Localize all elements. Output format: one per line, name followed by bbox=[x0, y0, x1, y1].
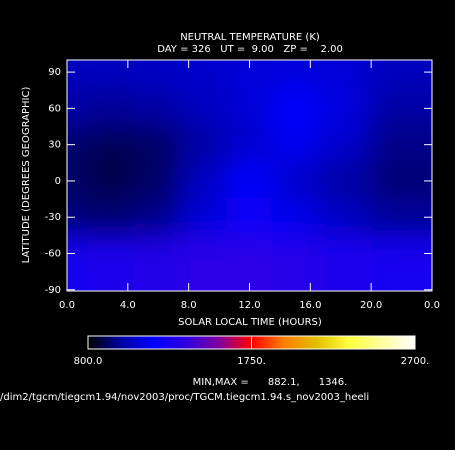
heatmap bbox=[67, 60, 432, 291]
y-tick-label: 0 bbox=[55, 176, 61, 187]
x-tick-label: 0.0 bbox=[424, 300, 440, 311]
heat-cell bbox=[225, 125, 274, 164]
min-max-annotation: MIN,MAX = 882.1, 1346. bbox=[193, 377, 348, 388]
x-tick-label: 4.0 bbox=[120, 300, 136, 311]
y-axis-label: LATITUDE (DEGREES GEOGRAPHIC) bbox=[21, 87, 32, 264]
heat-cell bbox=[372, 239, 432, 291]
heat-cell bbox=[271, 125, 319, 164]
footer-path: /dim2/tgcm/tiegcm1.94/nov2003/proc/TGCM.… bbox=[0, 392, 369, 403]
heat-cell bbox=[180, 89, 228, 128]
heat-cell bbox=[316, 161, 365, 201]
x-axis-label: SOLAR LOCAL TIME (HOURS) bbox=[178, 317, 322, 328]
x-tick-label: 12.0 bbox=[238, 300, 260, 311]
heatmap-cells bbox=[67, 60, 432, 291]
heat-cell bbox=[271, 198, 319, 237]
heat-cell bbox=[88, 125, 137, 164]
heat-cell bbox=[134, 198, 183, 237]
heat-cell bbox=[316, 125, 365, 164]
heat-cell bbox=[88, 198, 137, 237]
heat-cell bbox=[180, 125, 228, 164]
y-tick-label: 30 bbox=[48, 140, 61, 151]
heat-cell bbox=[372, 198, 432, 237]
heat-cell bbox=[88, 239, 137, 291]
heat-cell bbox=[134, 89, 183, 128]
x-tick-label: 16.0 bbox=[299, 300, 321, 311]
heat-cell bbox=[225, 198, 274, 237]
heat-cell bbox=[372, 161, 432, 201]
x-tick-label: 8.0 bbox=[181, 300, 197, 311]
colorbar-tick-label: 2700. bbox=[401, 356, 430, 367]
heat-cell bbox=[372, 89, 432, 128]
heat-cell bbox=[271, 161, 319, 201]
heat-cell bbox=[180, 239, 228, 291]
heat-cell bbox=[180, 198, 228, 237]
heat-cell bbox=[316, 89, 365, 128]
heat-cell bbox=[134, 161, 183, 201]
chart-title: NEUTRAL TEMPERATURE (K) bbox=[180, 32, 320, 43]
chart-subtitle: DAY = 326 UT = 9.00 ZP = 2.00 bbox=[157, 44, 343, 55]
y-tick-label: -90 bbox=[45, 285, 61, 296]
heat-cell bbox=[225, 239, 274, 291]
heat-cell bbox=[225, 161, 274, 201]
heat-cell bbox=[180, 161, 228, 201]
heat-cell bbox=[88, 161, 137, 201]
y-tick-label: -60 bbox=[45, 249, 61, 260]
heat-cell bbox=[134, 239, 183, 291]
y-tick-label: 60 bbox=[48, 103, 61, 114]
heat-cell bbox=[316, 198, 365, 237]
heat-cell bbox=[134, 125, 183, 164]
y-tick-label: -30 bbox=[45, 212, 61, 223]
x-tick-label: 20.0 bbox=[360, 300, 382, 311]
colorbar-tick-label: 800.0 bbox=[74, 356, 103, 367]
heat-cell bbox=[271, 89, 319, 128]
heat-cell bbox=[372, 125, 432, 164]
x-tick-label: 0.0 bbox=[59, 300, 75, 311]
colorbar-tick-label: 1750. bbox=[237, 356, 266, 367]
heat-cell bbox=[271, 239, 319, 291]
heat-cell bbox=[88, 89, 137, 128]
heat-cell bbox=[225, 89, 274, 128]
y-tick-label: 90 bbox=[48, 67, 61, 78]
heat-cell bbox=[316, 239, 365, 291]
